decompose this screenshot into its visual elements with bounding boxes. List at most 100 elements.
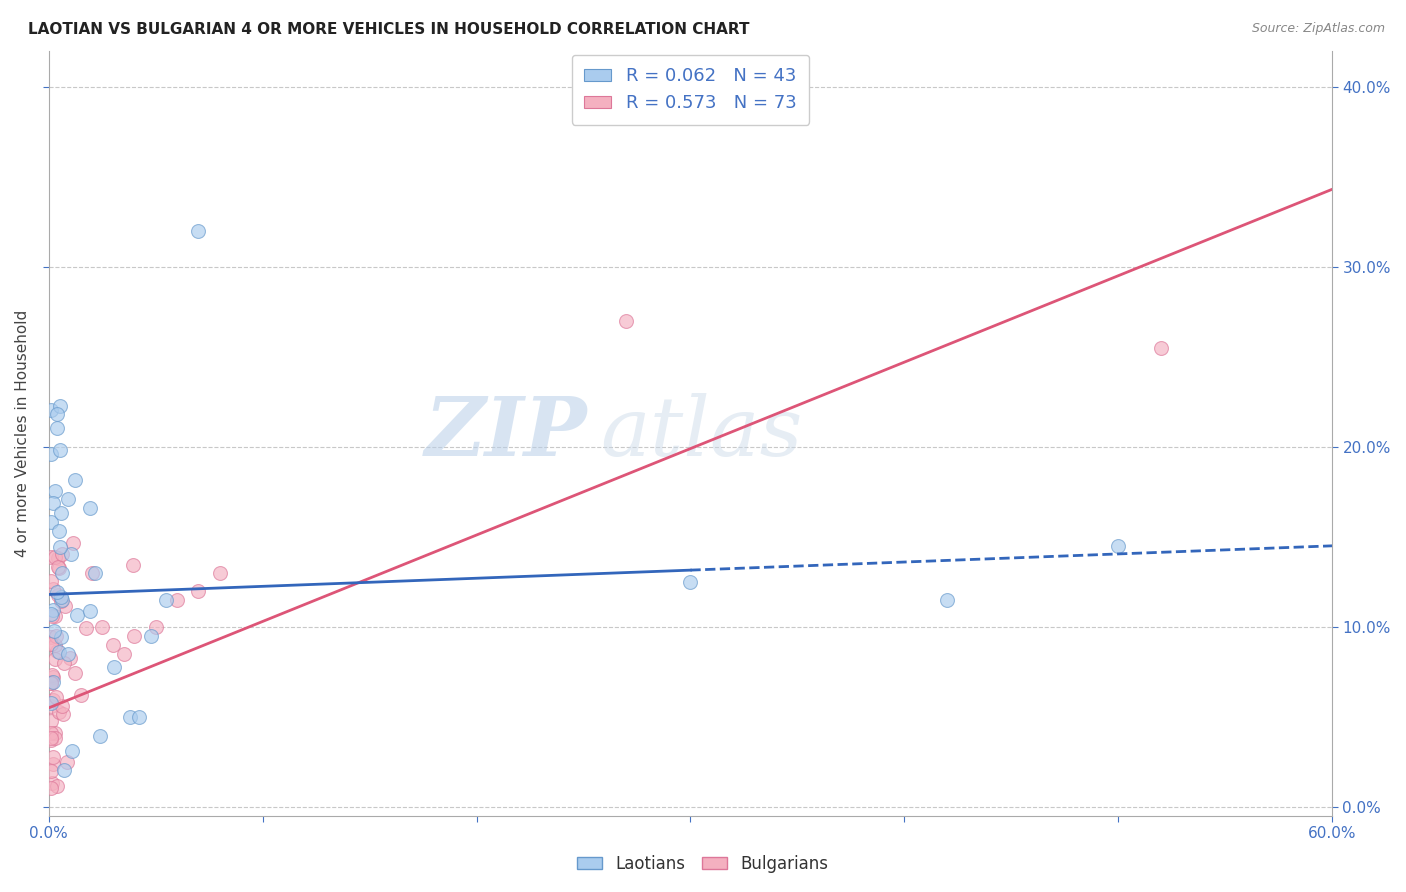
Point (679, 574, 702, 589)
Point (44, 652, 66, 666)
Point (39, 675, 62, 690)
Point (39, 447, 62, 461)
Point (49, 591, 72, 605)
Point (45, 585, 67, 599)
Point (75, 622, 97, 636)
Point (39, 726, 62, 740)
Point (39, 516, 62, 530)
Point (46, 560, 69, 574)
Point (49, 443, 72, 458)
Point (44, 639, 66, 653)
Point (614, 314, 637, 328)
Point (42, 749, 65, 764)
Point (103, 659, 125, 673)
Point (39, 781, 62, 796)
Y-axis label: 4 or more Vehicles in Household: 4 or more Vehicles in Household (15, 310, 30, 557)
Point (51, 566, 73, 580)
Point (39, 607, 62, 621)
Point (49, 631, 72, 645)
Point (39, 731, 62, 746)
Point (44, 731, 66, 746)
Point (58, 491, 80, 506)
Point (45, 644, 67, 658)
Point (91, 620, 114, 634)
Point (46, 779, 69, 793)
Point (46, 421, 69, 435)
Text: ZIP: ZIP (425, 393, 588, 474)
Point (39, 574, 62, 589)
Point (89, 729, 111, 743)
Point (46, 550, 69, 565)
Point (62, 744, 84, 758)
Point (187, 224, 209, 238)
Point (51, 592, 73, 607)
Point (52, 707, 75, 722)
Point (62, 536, 84, 550)
Point (56, 647, 79, 661)
Point (65, 607, 87, 622)
Point (936, 592, 959, 607)
Point (44, 726, 66, 740)
Point (118, 710, 141, 724)
Point (166, 592, 188, 607)
Point (59, 650, 82, 665)
Point (42, 670, 65, 684)
Point (48, 588, 70, 602)
Point (53, 599, 76, 613)
Point (53, 764, 76, 778)
Point (128, 710, 150, 724)
Point (80, 566, 103, 580)
Point (45, 690, 67, 705)
Point (141, 629, 163, 643)
Legend: Laotians, Bulgarians: Laotians, Bulgarians (571, 848, 835, 880)
Point (41, 609, 63, 624)
Point (101, 638, 124, 652)
Point (39, 764, 62, 778)
Point (39, 630, 62, 644)
Text: Source: ZipAtlas.com: Source: ZipAtlas.com (1251, 22, 1385, 36)
Point (53, 656, 76, 670)
Point (39, 714, 62, 728)
Point (41, 668, 63, 682)
Point (63, 473, 86, 487)
Point (42, 582, 65, 597)
Point (42, 693, 65, 707)
Legend: R = 0.062   N = 43, R = 0.573   N = 73: R = 0.062 N = 43, R = 0.573 N = 73 (572, 54, 810, 125)
Point (39, 676, 62, 690)
Point (69, 688, 91, 702)
Point (44, 609, 66, 624)
Point (63, 666, 86, 681)
Point (155, 592, 177, 607)
Point (45, 629, 67, 643)
Point (59, 547, 82, 561)
Point (42, 624, 65, 638)
Point (208, 566, 231, 580)
Point (124, 629, 146, 643)
Point (41, 757, 63, 772)
Point (42, 496, 65, 510)
Point (48, 706, 70, 720)
Point (51, 506, 73, 520)
Point (51, 698, 73, 713)
Text: LAOTIAN VS BULGARIAN 4 OR MORE VEHICLES IN HOUSEHOLD CORRELATION CHART: LAOTIAN VS BULGARIAN 4 OR MORE VEHICLES … (28, 22, 749, 37)
Point (39, 549, 62, 564)
Point (121, 558, 143, 572)
Point (39, 637, 62, 651)
Point (79, 604, 101, 618)
Point (48, 540, 70, 554)
Point (42, 602, 65, 616)
Point (41, 776, 63, 790)
Point (1150, 341, 1173, 355)
Point (112, 647, 135, 661)
Point (39, 674, 62, 689)
Point (51, 547, 73, 561)
Point (44, 549, 66, 564)
Point (51, 594, 73, 608)
Point (41, 675, 63, 690)
Point (83, 566, 105, 581)
Point (1107, 539, 1129, 553)
Point (48, 524, 70, 538)
Point (56, 755, 79, 769)
Point (39, 402, 62, 417)
Point (48, 645, 70, 659)
